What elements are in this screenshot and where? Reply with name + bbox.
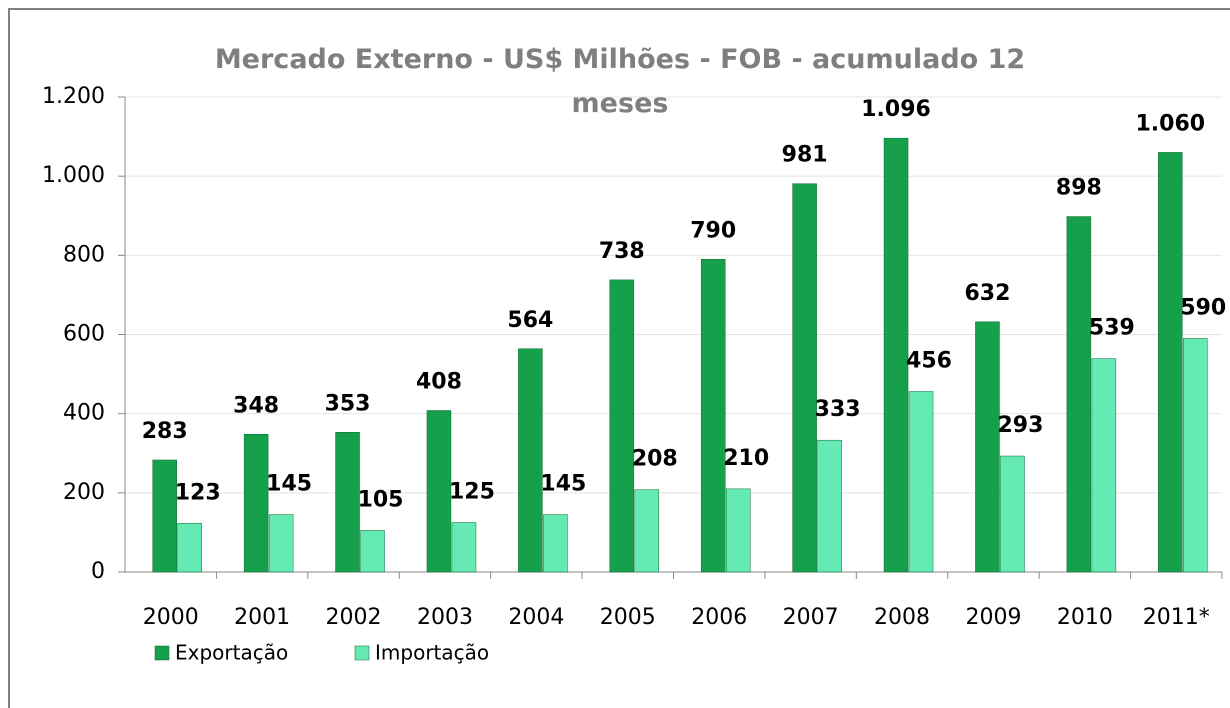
x-tick-label: 2001 [234,605,290,630]
y-tick-label: 200 [63,480,105,505]
x-tick-label: 2002 [326,605,382,630]
x-tick-label: 2010 [1057,605,1113,630]
data-label: 105 [358,487,404,512]
data-label: 293 [997,413,1043,438]
bar [908,391,934,573]
x-tick-label: 2003 [417,605,473,630]
data-label: 145 [540,472,586,497]
x-tick-label: 2005 [600,605,656,630]
y-tick-label: 800 [63,242,105,267]
legend-swatch [354,645,370,661]
x-tick-label: 2006 [691,605,747,630]
bar [1000,455,1025,573]
chart-title: Mercado Externo - US$ Milhões - FOB - ac… [214,44,1026,119]
chart-border [8,8,1230,708]
bar [883,137,909,573]
data-label: 145 [266,472,312,497]
bar [426,410,452,573]
bar [152,459,177,573]
data-label: 348 [233,393,279,418]
data-label: 283 [142,419,188,444]
data-label: 590 [1180,295,1226,320]
data-label: 408 [416,370,462,395]
x-tick-label: 2011* [1143,605,1210,630]
data-label: 210 [723,446,769,471]
data-label: 1.060 [1135,111,1205,136]
bar [975,321,1000,573]
data-label: 333 [815,397,861,422]
bar [1183,338,1208,573]
data-label: 632 [964,281,1010,306]
data-label: 564 [507,308,553,333]
data-label: 898 [1056,176,1102,201]
bar [725,488,751,573]
bar [360,530,385,573]
bar [700,259,726,573]
x-tick-label: 2009 [965,605,1021,630]
bar [817,439,842,573]
bar [518,348,543,573]
x-tick-label: 2008 [874,605,930,630]
legend-swatch [154,645,170,661]
bar [609,279,635,573]
data-label: 790 [690,218,736,243]
legend-label: Importação [375,641,489,665]
data-label: 1.096 [861,97,931,122]
bar [268,514,294,573]
data-label: 981 [782,143,828,168]
y-tick-label: 0 [91,559,105,584]
data-label: 353 [325,391,371,416]
bar [543,514,568,573]
bar [335,432,360,573]
y-tick-label: 1.000 [42,163,105,188]
data-label: 125 [449,480,495,505]
bar [243,434,269,573]
x-tick-label: 2007 [783,605,839,630]
y-tick-label: 600 [63,322,105,347]
data-label: 456 [906,349,952,374]
y-tick-label: 400 [63,401,105,426]
legend-label: Exportação [175,641,288,665]
bar [1066,216,1092,573]
data-label: 123 [175,480,221,505]
bar [792,183,817,573]
bar [1091,358,1117,573]
x-tick-label: 2004 [508,605,564,630]
data-label: 208 [632,447,678,472]
bar [177,523,202,573]
bar [634,489,660,573]
data-label: 738 [599,239,645,264]
data-label: 539 [1089,316,1135,341]
x-tick-label: 2000 [143,605,199,630]
bar [1158,152,1183,573]
bar [451,522,477,573]
y-tick-label: 1.200 [42,84,105,109]
